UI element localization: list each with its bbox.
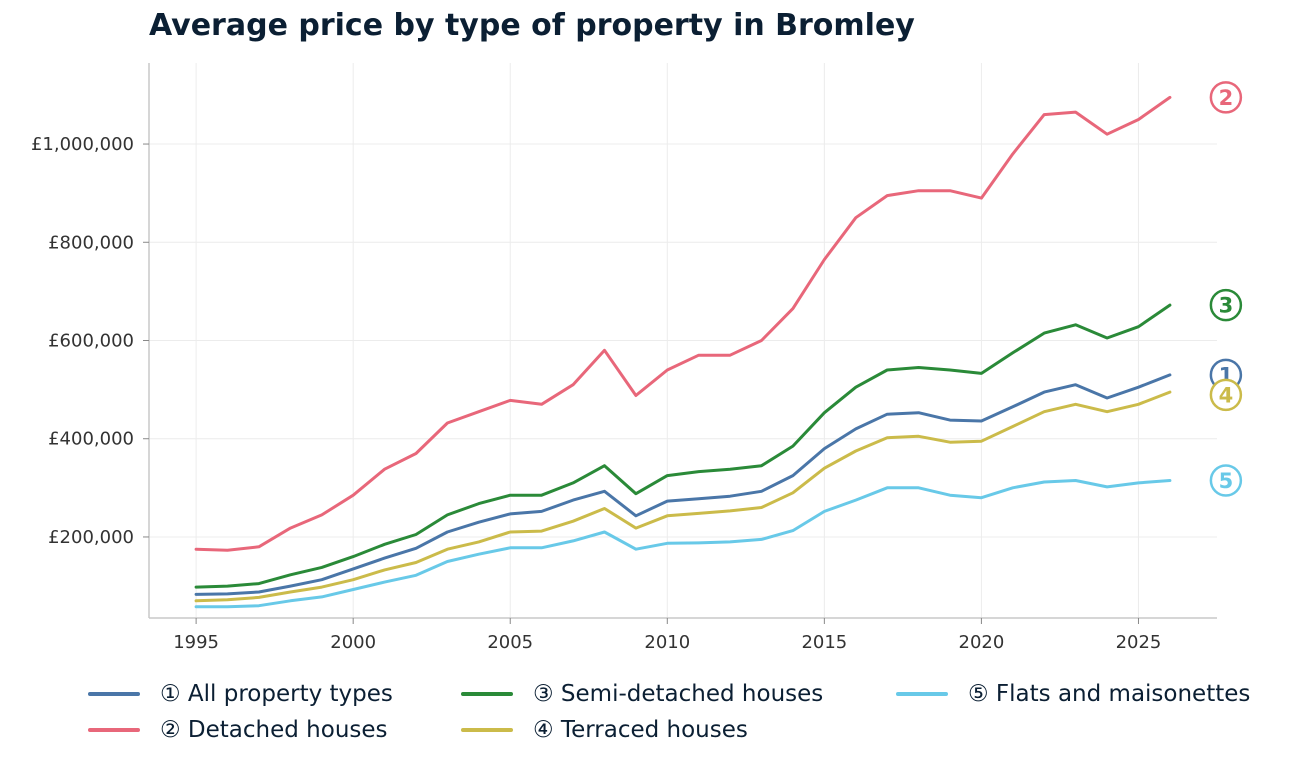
legend-swatch [88,692,140,696]
end-label-3: 3 [1209,288,1243,322]
end-label-text: 3 [1219,294,1234,318]
legend-label: ③ Semi-detached houses [533,681,824,707]
x-tick-label: 2025 [1116,632,1162,653]
end-label-2: 2 [1209,81,1243,114]
y-tick-label: £1,000,000 [31,134,134,155]
end-label-circle [1209,288,1243,322]
legend-label: ② Detached houses [160,717,388,743]
series-line [194,303,1172,589]
legend-item: ① All property types [88,676,393,712]
end-label-circle [1209,464,1243,497]
legend-swatch [88,728,140,732]
grid [149,63,1217,618]
legend-label: ⑤ Flats and maisonettes [968,681,1251,707]
x-tick-label: 2020 [959,632,1005,653]
series-line [194,373,1172,596]
legend-item: ⑤ Flats and maisonettes [896,676,1250,712]
x-tick-label: 2010 [644,632,690,653]
y-tick-label: £800,000 [48,232,134,253]
x-tick-label: 2005 [487,632,533,653]
legend-swatch [461,728,513,732]
end-label-text: 5 [1219,469,1234,493]
axes: 1995 2000 2005 2010 2015 2020 2025 £200,000 £400… [31,63,1217,653]
legend-swatch [461,692,513,696]
end-label-5: 5 [1209,464,1243,497]
series-line [194,95,1172,552]
x-tick-label: 2015 [801,632,847,653]
x-tick-label: 2000 [330,632,376,653]
legend-item: ④ Terraced houses [461,712,748,748]
y-tick-label: £200,000 [48,527,134,548]
end-label-circle [1209,81,1243,114]
legend-swatch [896,692,948,696]
series-line [194,390,1172,603]
legend-label: ① All property types [160,681,393,707]
end-label-4: 4 [1209,378,1243,412]
end-label-circle [1209,378,1243,412]
y-tick-label: £400,000 [48,429,134,450]
x-tick-label: 1995 [173,632,219,653]
y-tick-label: £600,000 [48,331,134,352]
legend-item: ② Detached houses [88,712,388,748]
legend-item: ③ Semi-detached houses [461,676,823,712]
end-label-text: 2 [1219,86,1234,110]
end-label-text: 4 [1219,383,1234,407]
legend: ① All property types ② Detached houses ③ S… [88,676,1293,756]
chart-title: Average price by type of property in Bro… [149,8,915,43]
legend-label: ④ Terraced houses [533,717,748,743]
series-lines [194,95,1172,609]
series-line [194,479,1172,609]
